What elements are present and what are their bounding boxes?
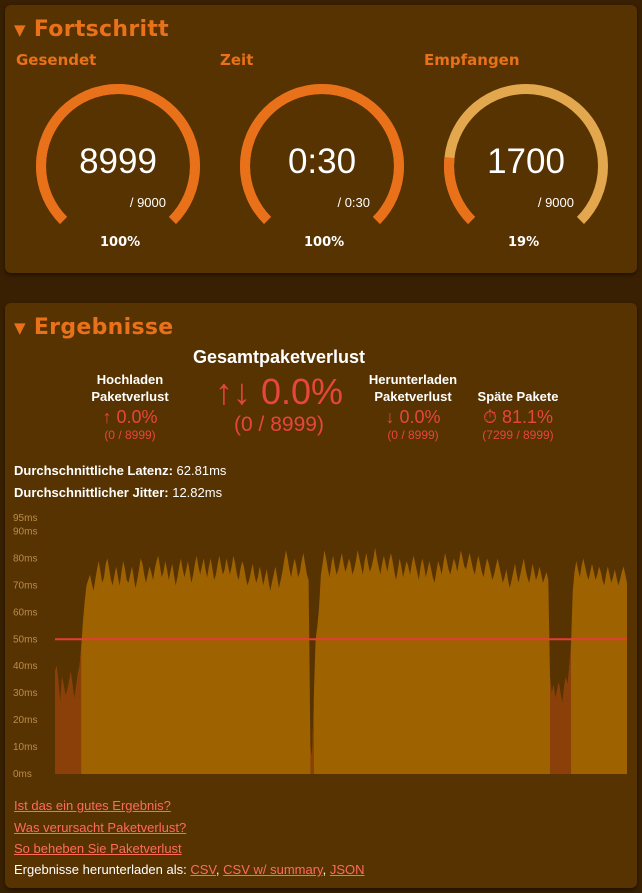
results-title: Ergebnisse: [33, 315, 174, 340]
link-good-result-wrap: Ist das ein gutes Ergebnis?: [14, 798, 171, 813]
download-loss-label-2: Paketverlust: [374, 389, 452, 404]
stopwatch-icon: ⏱: [482, 407, 497, 427]
link-good-result[interactable]: Ist das ein gutes Ergebnis?: [14, 798, 171, 813]
low-latency-band: [550, 644, 571, 774]
total-loss-block: Gesamtpaketverlust ↑↓ 0.0% (0 / 8999): [175, 347, 383, 437]
down-arrow-icon: ↓: [385, 407, 395, 427]
results-panel: ▼ Ergebnisse Gesamtpaketverlust ↑↓ 0.0% …: [5, 303, 637, 888]
total-loss-fraction: (0 / 8999): [234, 413, 324, 436]
y-tick-label: 20ms: [13, 715, 37, 726]
gauge-total-received: / 9000: [537, 195, 574, 210]
download-loss-value-line: ↓ 0.0%: [358, 407, 468, 428]
download-loss-label-1: Herunterladen: [368, 372, 458, 387]
progress-section-toggle[interactable]: ▼ Fortschritt: [14, 17, 169, 42]
upload-loss-value: 0.0%: [116, 407, 158, 427]
upload-loss-fraction: (0 / 8999): [104, 428, 156, 442]
gauge-total-sent: / 9000: [129, 195, 166, 210]
total-loss-value: 0.0%: [260, 371, 344, 412]
y-tick-label: 80ms: [13, 553, 37, 564]
upload-loss-label-2: Paketverlust: [91, 389, 169, 404]
late-packets-label: Späte Pakete: [477, 389, 559, 404]
late-packets-value: 81.1%: [502, 407, 554, 427]
download-json-link[interactable]: JSON: [329, 862, 365, 877]
y-tick-label: 50ms: [13, 634, 37, 645]
gauge-fill: [240, 84, 404, 224]
gauge-value-sent: 8999: [79, 142, 157, 181]
latency-area: [55, 547, 627, 774]
late-packets-value-line: ⏱ 81.1%: [463, 407, 573, 428]
low-latency-band: [55, 647, 82, 774]
gauge-percent-sent: 100%: [100, 235, 141, 250]
gauge-percent-received: 19%: [508, 235, 540, 250]
total-loss-label: Gesamtpaketverlust: [192, 347, 366, 367]
avg-latency: Durchschnittliche Latenz: 62.81ms: [14, 463, 226, 478]
avg-latency-value: 62.81ms: [176, 463, 227, 478]
gauge-sent: 8999 / 9000 100%: [34, 82, 202, 250]
gauge-ring-sent: [36, 84, 200, 224]
gauge-time: 0:30 / 0:30 100%: [238, 82, 406, 250]
gauge-label-sent: Gesendet: [16, 51, 97, 69]
download-loss-fraction: (0 / 8999): [387, 428, 439, 442]
download-loss-block: Herunterladen Paketverlust ↓ 0.0% (0 / 8…: [358, 371, 468, 442]
link-fix-wrap: So beheben Sie Paketverlust: [14, 841, 182, 856]
avg-jitter-value: 12.82ms: [172, 485, 223, 500]
gauge-fill: [444, 157, 476, 224]
y-tick-label: 60ms: [13, 607, 37, 618]
results-section-toggle[interactable]: ▼ Ergebnisse: [14, 315, 173, 340]
gauge-label-time: Zeit: [220, 51, 254, 69]
collapse-triangle-icon: ▼: [14, 20, 26, 39]
gauge-ring-time: [240, 84, 404, 224]
link-cause-wrap: Was verursacht Paketverlust?: [14, 820, 186, 835]
avg-jitter-label: Durchschnittlicher Jitter:: [14, 485, 169, 500]
gauge-ring-received: [444, 84, 608, 224]
y-tick-label: 95ms: [13, 513, 37, 524]
download-csv-summary-link[interactable]: CSV w/ summary: [223, 862, 323, 877]
gauge-value-time: 0:30: [287, 142, 357, 181]
late-packets-fraction: (7299 / 8999): [482, 428, 554, 442]
up-down-arrows-icon: ↑↓: [214, 371, 251, 412]
gauge-percent-time: 100%: [304, 235, 345, 250]
low-latency-bands: [55, 644, 571, 774]
avg-jitter: Durchschnittlicher Jitter: 12.82ms: [14, 485, 222, 500]
progress-panel: ▼ Fortschritt Gesendet Zeit Empfangen 89…: [5, 5, 637, 273]
collapse-triangle-icon: ▼: [14, 318, 26, 337]
up-arrow-icon: ↑: [102, 407, 112, 427]
gauge-fill: [36, 84, 200, 224]
y-tick-label: 90ms: [13, 526, 37, 537]
gauge-value-received: 1700: [487, 142, 565, 181]
upload-loss-value-line: ↑ 0.0%: [75, 407, 185, 428]
total-loss-value-line: ↑↓ 0.0%: [175, 372, 383, 412]
download-csv-link[interactable]: CSV: [190, 862, 216, 877]
y-tick-label: 30ms: [13, 688, 37, 699]
latency-chart: 0ms 10ms 20ms 30ms 40ms 50ms 60ms 70ms 80ms 90ms 9…: [13, 513, 627, 780]
upload-loss-label-1: Hochladen: [96, 372, 164, 387]
y-tick-label: 70ms: [13, 580, 37, 591]
y-tick-label: 0ms: [13, 769, 32, 780]
link-fix-packet-loss[interactable]: So beheben Sie Paketverlust: [14, 841, 182, 856]
low-latency-band: [310, 693, 314, 774]
y-tick-label: 10ms: [13, 742, 37, 753]
download-loss-value: 0.0%: [399, 407, 441, 427]
link-cause-packet-loss[interactable]: Was verursacht Paketverlust?: [14, 820, 187, 835]
y-axis-labels: 0ms 10ms 20ms 30ms 40ms 50ms 60ms 70ms 80ms 90ms 9…: [13, 513, 37, 780]
progress-title: Fortschritt: [33, 17, 169, 42]
gauge-received: 1700 / 9000 19%: [442, 82, 610, 250]
y-tick-label: 40ms: [13, 661, 37, 672]
avg-latency-label: Durchschnittliche Latenz:: [14, 463, 173, 478]
gauge-label-received: Empfangen: [424, 51, 520, 69]
download-results: Ergebnisse herunterladen als: CSV, CSV w…: [14, 862, 365, 877]
gauge-total-time: / 0:30: [337, 195, 370, 210]
download-label: Ergebnisse herunterladen als:: [14, 862, 187, 877]
upload-loss-block: Hochladen Paketverlust ↑ 0.0% (0 / 8999): [75, 371, 185, 442]
late-packets-block: Späte Pakete ⏱ 81.1% (7299 / 8999): [463, 388, 573, 442]
